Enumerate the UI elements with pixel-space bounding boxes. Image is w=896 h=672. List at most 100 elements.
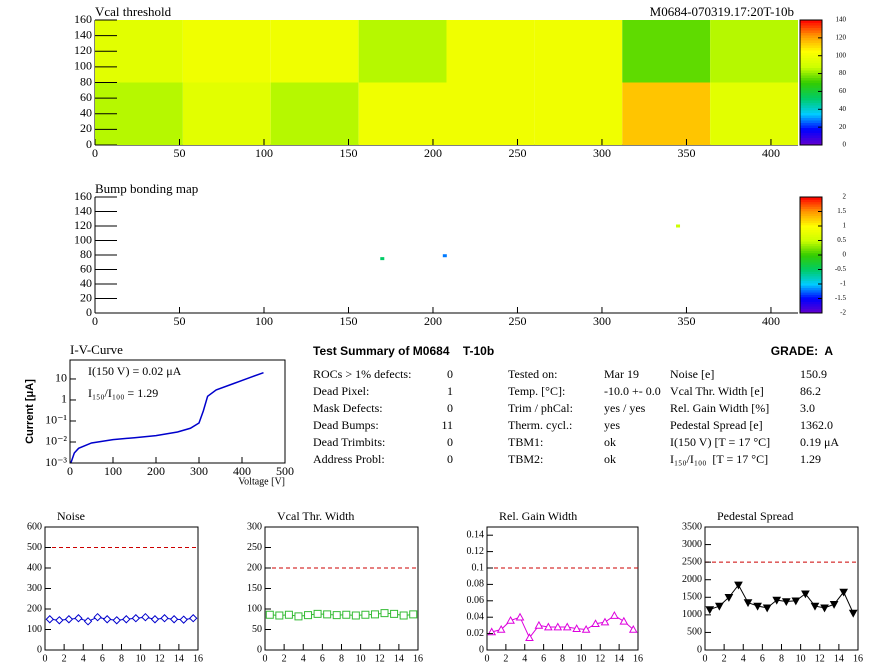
- colorbar-step: [800, 208, 822, 212]
- colorbar-step: [800, 261, 822, 265]
- y-tick-label: 60: [80, 90, 92, 104]
- colorbar-step: [800, 252, 822, 256]
- series-line: [491, 614, 634, 639]
- summary-value: 150.9: [800, 367, 827, 381]
- colorbar-step: [800, 97, 822, 101]
- y-tick-label: 0.04: [467, 611, 485, 622]
- x-tick-label: 100: [255, 146, 273, 160]
- colorbar-step: [800, 210, 822, 214]
- x-tick-label: 16: [633, 653, 643, 664]
- x-tick-label: 10: [796, 653, 806, 664]
- x-tick-label: 16: [193, 653, 203, 664]
- marker: [772, 596, 782, 605]
- colorbar-step: [800, 268, 822, 272]
- y-tick-label: 3500: [682, 521, 702, 532]
- x-tick-label: 14: [614, 653, 624, 664]
- summary-label: Tested on:: [508, 367, 557, 381]
- x-tick-label: 0: [485, 653, 490, 664]
- colorbar-label: 0.5: [837, 236, 846, 244]
- colorbar-step: [800, 55, 822, 58]
- summary-value: 1: [447, 384, 453, 398]
- x-tick-label: 6: [760, 653, 765, 664]
- colorbar-label: 20: [839, 123, 847, 131]
- y-tick-label: 150: [247, 583, 262, 594]
- x-tick-label: 4: [741, 653, 746, 664]
- marker: [496, 624, 506, 633]
- colorbar-step: [800, 20, 822, 23]
- y-tick-label: 300: [27, 583, 42, 594]
- y-tick-label: 20: [80, 290, 92, 304]
- marker: [189, 614, 198, 623]
- y-tick-label: 500: [27, 542, 42, 553]
- summary-label: Dead Trimbits:: [313, 435, 385, 449]
- colorbar-step: [800, 248, 822, 251]
- colorbar-step: [800, 85, 822, 88]
- y-tick-label: 10⁻¹: [45, 413, 67, 427]
- colorbar-step: [800, 206, 822, 210]
- colorbar-step: [800, 140, 822, 143]
- summary-value: 1362.0: [800, 418, 833, 432]
- x-tick-label: 250: [508, 314, 526, 328]
- marker: [743, 599, 753, 608]
- x-tick-label: 8: [339, 653, 344, 664]
- y-tick-label: 120: [74, 218, 92, 232]
- frame: [44, 526, 199, 651]
- colorbar-step: [800, 52, 822, 56]
- marker: [380, 609, 389, 618]
- x-tick-label: 14: [394, 653, 404, 664]
- x-axis-label: Voltage [V]: [238, 476, 285, 487]
- summary-label: Mask Defects:: [313, 401, 383, 415]
- y-tick-label: 500: [687, 627, 702, 638]
- colorbar-step: [800, 95, 822, 98]
- chart-title: Vcal threshold: [95, 4, 172, 19]
- colorbar-step: [800, 25, 822, 28]
- x-tick-label: 4: [522, 653, 527, 664]
- y-axis-label: Current [μA]: [24, 379, 36, 444]
- heatmap-cell: [270, 82, 359, 145]
- colorbar-step: [800, 222, 822, 226]
- marker: [848, 609, 858, 618]
- marker: [150, 615, 160, 624]
- marker: [179, 615, 188, 624]
- y-tick-label: 120: [74, 43, 92, 57]
- chart-title: I-V-Curve: [70, 342, 123, 357]
- colorbar-label: 1.5: [837, 207, 846, 215]
- colorbar-step: [800, 310, 822, 314]
- x-tick-label: 400: [233, 464, 251, 478]
- y-tick-label: 0.08: [467, 579, 485, 590]
- module-label: M0684-070319.17:20T-10b: [650, 4, 794, 19]
- marker: [275, 611, 284, 620]
- x-tick-label: 14: [834, 653, 844, 664]
- colorbar-step: [800, 62, 822, 66]
- colorbar-step: [800, 266, 822, 270]
- colorbar-step: [800, 90, 822, 93]
- y-tick-label: 160: [74, 189, 92, 203]
- colorbar-step: [800, 82, 822, 86]
- chart-title: Bump bonding map: [95, 181, 198, 196]
- x-tick-label: 0: [92, 314, 98, 328]
- bump-pixel: [380, 257, 385, 261]
- summary-value: 0: [447, 367, 453, 381]
- x-tick-label: 8: [779, 653, 784, 664]
- marker: [351, 611, 360, 620]
- summary-value: 0: [447, 401, 453, 415]
- y-tick-label: 0: [37, 644, 42, 655]
- summary-value: yes / yes: [604, 401, 646, 415]
- marker: [169, 615, 179, 624]
- marker: [801, 590, 810, 599]
- colorbar-step: [800, 303, 822, 307]
- marker: [409, 610, 418, 619]
- x-tick-label: 16: [853, 653, 863, 664]
- colorbar-step: [800, 278, 822, 282]
- summary-label: Temp. [°C]:: [508, 384, 565, 398]
- y-tick-label: 50: [252, 624, 262, 635]
- heatmap-cell: [534, 20, 623, 83]
- marker: [83, 617, 93, 626]
- colorbar-label: -0.5: [835, 265, 847, 273]
- x-tick-label: 300: [593, 146, 611, 160]
- marker: [361, 610, 370, 619]
- frame: [69, 359, 286, 464]
- marker: [591, 619, 600, 628]
- x-tick-label: 12: [375, 653, 385, 664]
- colorbar-label: 0: [843, 141, 847, 149]
